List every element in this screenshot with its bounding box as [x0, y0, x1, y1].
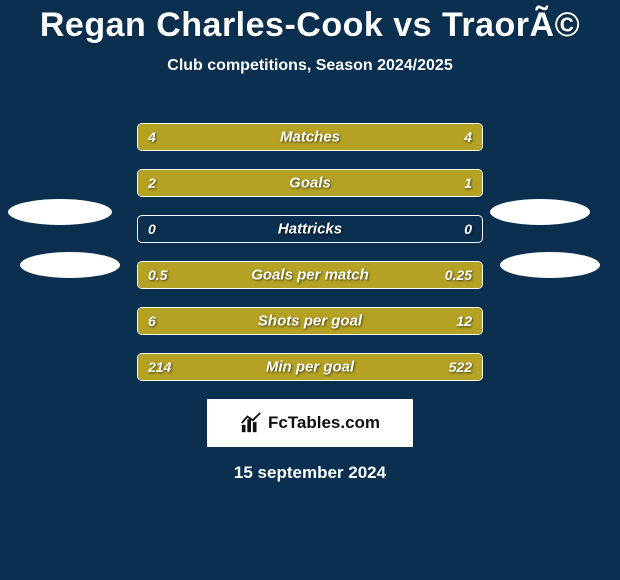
- stat-label: Min per goal: [266, 359, 354, 376]
- stat-value-right: 1: [464, 175, 472, 191]
- stat-label: Shots per goal: [258, 313, 362, 330]
- stat-row: 0 0 Hattricks: [137, 215, 483, 243]
- stat-value-right: 0.25: [445, 267, 472, 283]
- stat-row: 4 4 Matches: [137, 123, 483, 151]
- date-label: 15 september 2024: [0, 463, 620, 483]
- stat-value-right: 4: [464, 129, 472, 145]
- stat-value-left: 2: [148, 175, 156, 191]
- logo-text: FcTables.com: [268, 413, 380, 433]
- stat-row: 214 522 Min per goal: [137, 353, 483, 381]
- stat-value-left: 214: [148, 359, 171, 375]
- stat-label: Goals: [289, 175, 331, 192]
- avatar-ellipse: [500, 252, 600, 278]
- avatar-ellipse: [20, 252, 120, 278]
- stat-value-right: 522: [449, 359, 472, 375]
- stat-value-left: 4: [148, 129, 156, 145]
- stat-label: Matches: [280, 129, 340, 146]
- bar-left: [138, 170, 367, 196]
- stat-value-left: 6: [148, 313, 156, 329]
- stat-row: 2 1 Goals: [137, 169, 483, 197]
- avatar-ellipse: [490, 199, 590, 225]
- stat-row: 0.5 0.25 Goals per match: [137, 261, 483, 289]
- avatar-ellipse: [8, 199, 112, 225]
- stat-row: 6 12 Shots per goal: [137, 307, 483, 335]
- stat-value-right: 12: [456, 313, 472, 329]
- comparison-chart: 4 4 Matches 2 1 Goals 0 0 Hattricks 0.5 0.25 Goals …: [137, 123, 483, 381]
- stat-value-left: 0: [148, 221, 156, 237]
- fctables-logo: FcTables.com: [240, 412, 380, 434]
- stat-label: Goals per match: [251, 267, 369, 284]
- logo-box: FcTables.com: [207, 399, 413, 447]
- subtitle: Club competitions, Season 2024/2025: [0, 57, 620, 75]
- stat-label: Hattricks: [278, 221, 342, 238]
- stat-value-left: 0.5: [148, 267, 167, 283]
- bars-icon: [240, 412, 262, 434]
- page-title: Regan Charles-Cook vs TraorÃ©: [0, 0, 620, 45]
- stat-value-right: 0: [464, 221, 472, 237]
